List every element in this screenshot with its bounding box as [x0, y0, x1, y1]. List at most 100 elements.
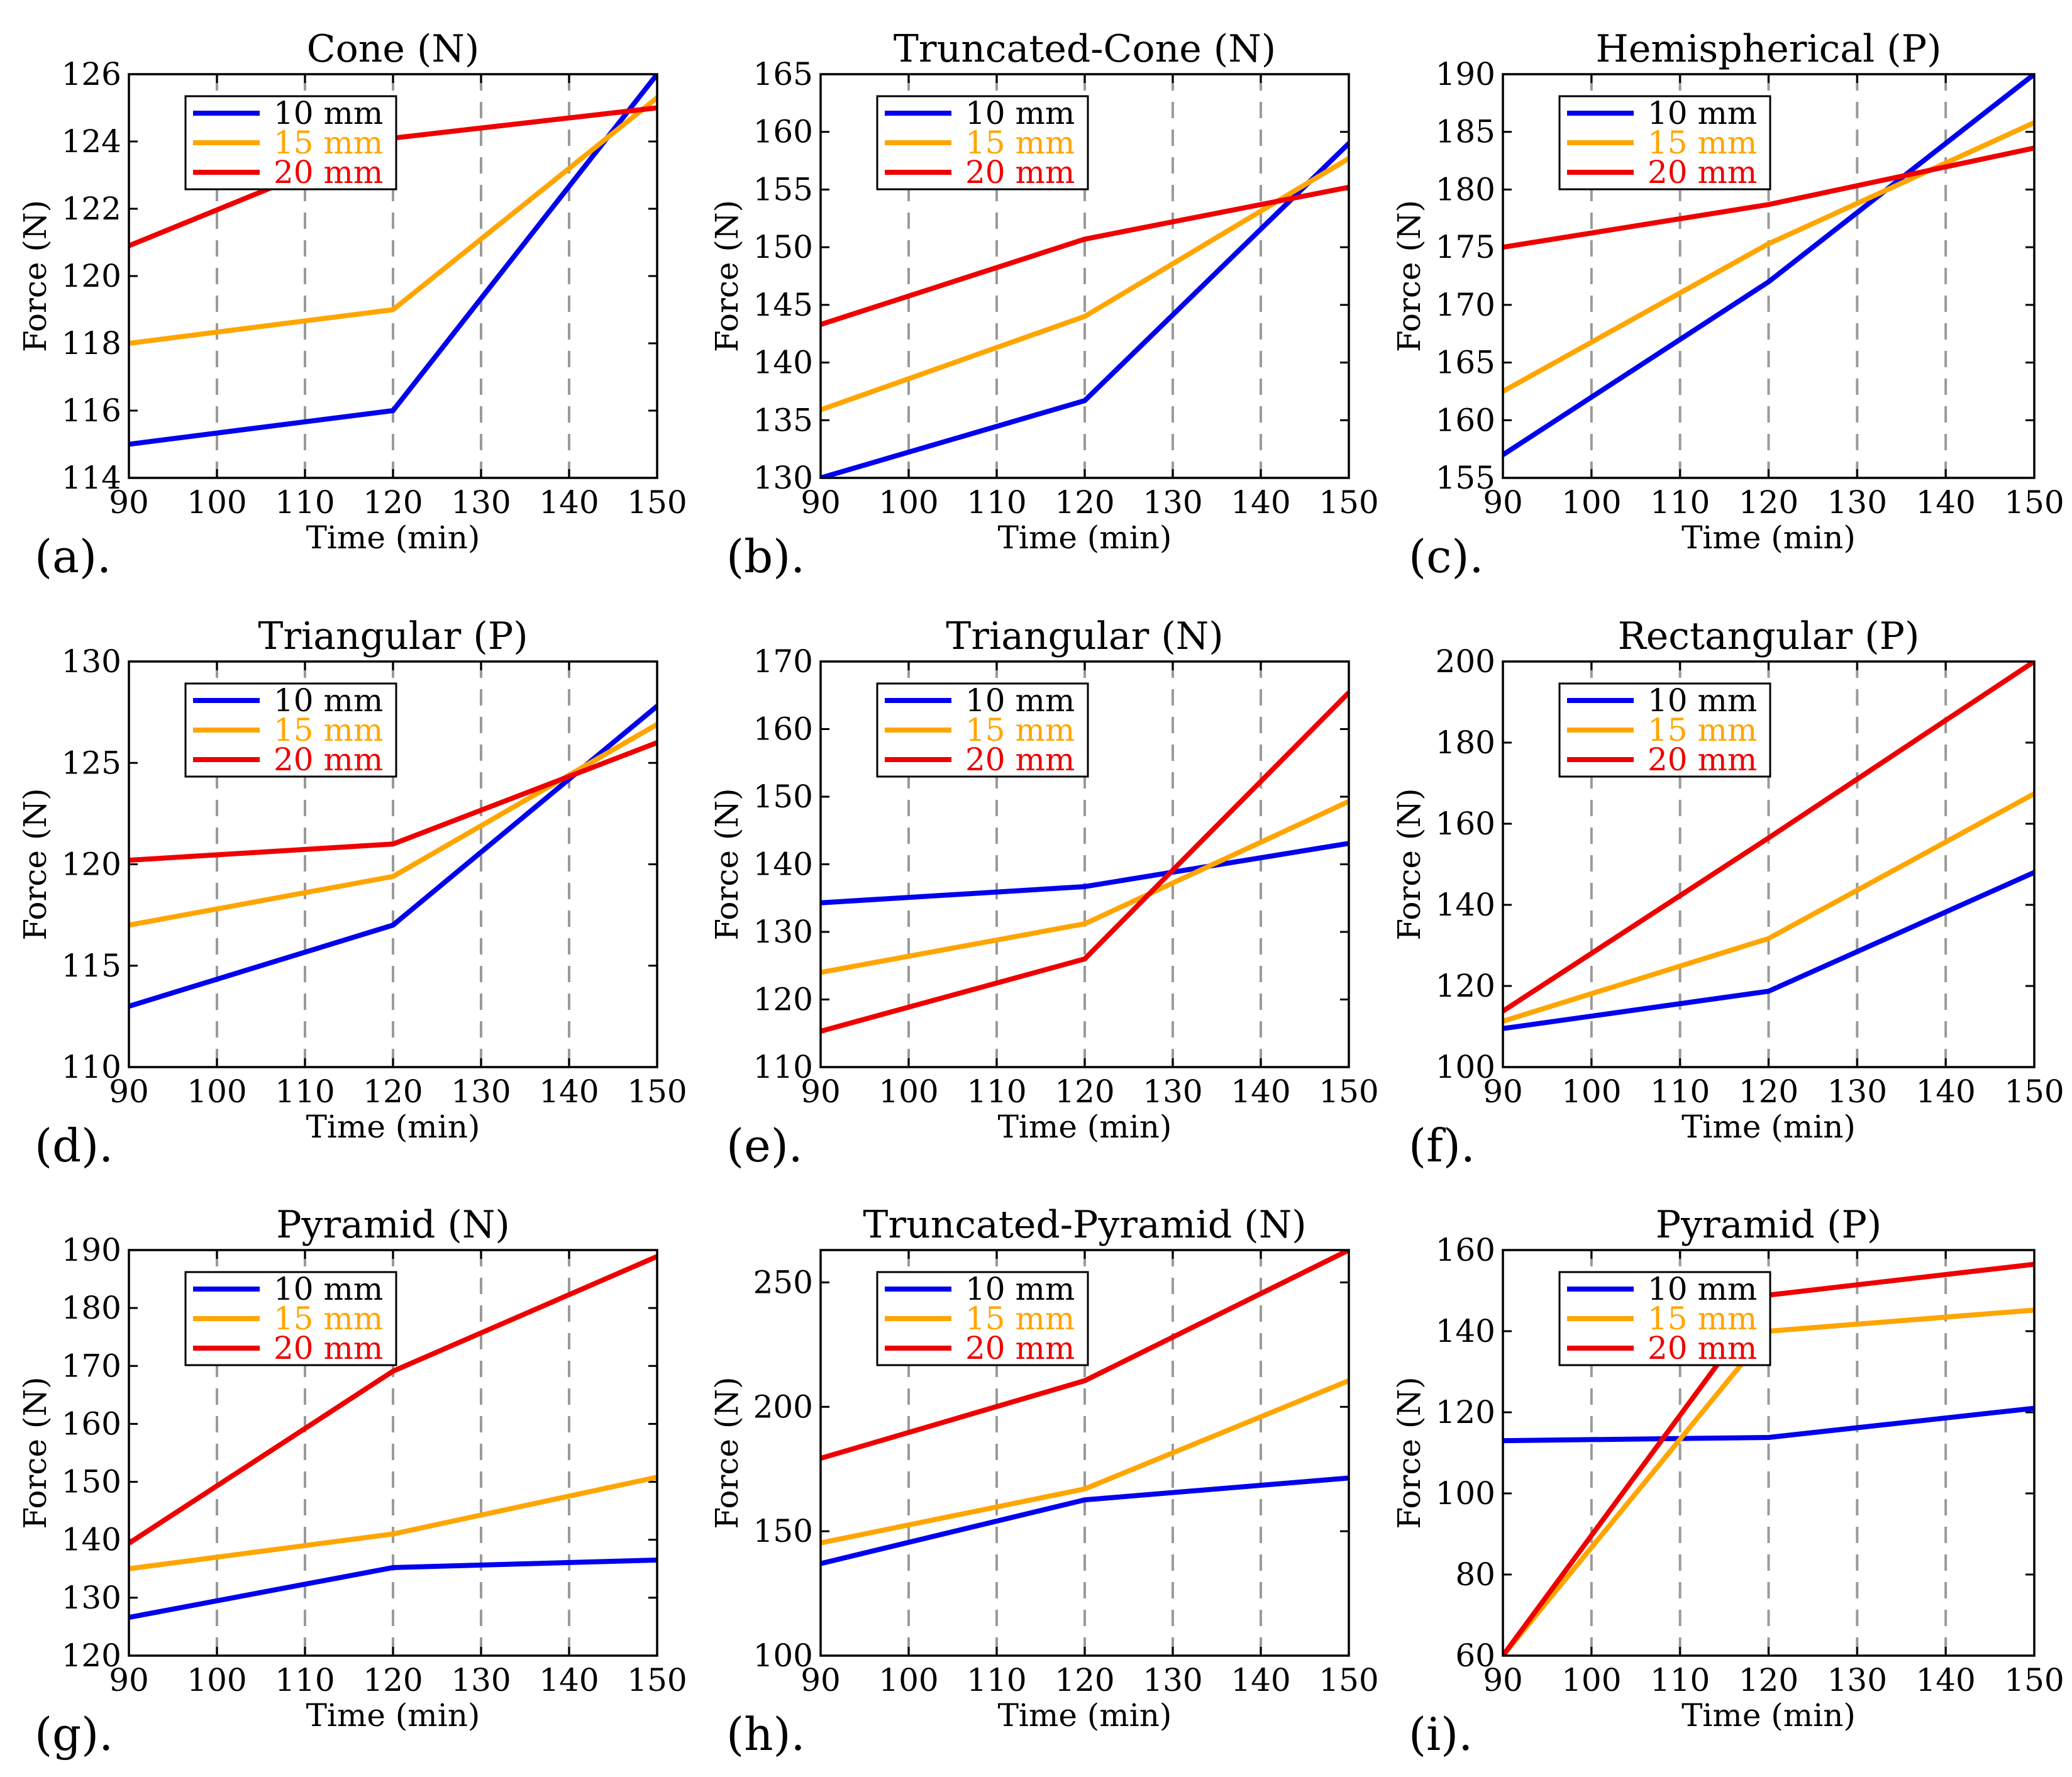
y-tick-label: 175 — [1436, 229, 1495, 265]
y-tick-label: 140 — [1436, 1313, 1495, 1349]
y-axis-label: Force (N) — [709, 1376, 745, 1529]
chart-panel-6: 90 100 110 120 130 140 150100120140160180200Re… — [1391, 614, 2064, 1172]
legend-entry: 10 mm — [1648, 682, 1757, 719]
plot-frame — [1502, 73, 2036, 479]
chart-panel-5: 90 100 110 120 130 140 150 110 120 130 140 150 160 17… — [709, 614, 1379, 1172]
series-line-10mm — [1503, 74, 2034, 458]
legend-entry: 10 mm — [965, 1271, 1075, 1307]
x-tick-label: 120 — [1055, 1662, 1114, 1698]
y-axis-label-group: Force (N) — [709, 200, 745, 352]
x-tick-label: 90 — [109, 484, 149, 521]
y-axis-label-group: Force (N) — [17, 1376, 53, 1529]
y-tick-label: 130 — [753, 914, 813, 950]
legend-entry: 20 mm — [965, 741, 1075, 778]
chart-panel-8: 90 100 110 120 130 140 150100150200250Truncate… — [709, 1203, 1379, 1761]
y-tick-label: 150 — [753, 229, 813, 265]
x-tick-label: 90 — [109, 1073, 149, 1110]
y-tick-label: 130 — [62, 643, 121, 680]
chart-title: Rectangular (P) — [1618, 614, 1920, 658]
x-tick-label: 140 — [539, 484, 599, 521]
legend-entry: 10 mm — [274, 95, 383, 131]
series-line-15mm — [1503, 120, 2034, 394]
legend-entry: 20 mm — [1648, 1330, 1757, 1366]
y-axis-label: Force (N) — [1391, 1376, 1427, 1529]
series-group — [821, 690, 1349, 1034]
series-line-10mm — [129, 703, 657, 1009]
y-axis-label-group: Force (N) — [1391, 1376, 1427, 1529]
x-tick-label: 110 — [967, 1073, 1026, 1110]
x-tick-label: 140 — [539, 1662, 599, 1698]
plot-frame — [1502, 660, 2036, 1068]
plot-frame — [819, 73, 1350, 479]
x-axis-label: Time (min) — [998, 1697, 1172, 1734]
panel-label: (d). — [35, 1119, 113, 1172]
x-tick-label: 150 — [2004, 484, 2064, 521]
y-tick-label: 122 — [62, 191, 121, 227]
series-line-20mm — [821, 184, 1349, 328]
y-tick-label: 185 — [1436, 114, 1495, 150]
x-tick-label: 110 — [275, 1662, 335, 1698]
y-tick-label: 160 — [1436, 805, 1495, 842]
y-tick-label: 120 — [753, 982, 813, 1018]
x-tick-label: 130 — [1827, 1662, 1887, 1698]
plot-frame — [128, 1249, 658, 1657]
series-line-10mm — [1503, 1405, 2034, 1444]
legend-entry: 20 mm — [1648, 154, 1757, 191]
x-tick-label: 150 — [1319, 1073, 1378, 1110]
x-tick-label: 150 — [627, 484, 687, 521]
x-tick-label: 130 — [1143, 1073, 1202, 1110]
x-tick-label: 140 — [1231, 1662, 1290, 1698]
x-tick-label: 140 — [1231, 484, 1290, 521]
legend-entry: 15 mm — [1648, 125, 1757, 161]
legend-entry: 10 mm — [965, 95, 1075, 131]
y-tick-label: 170 — [753, 643, 813, 680]
y-tick-label: 120 — [1436, 968, 1495, 1004]
y-axis-label: Force (N) — [709, 788, 745, 940]
y-tick-label: 116 — [62, 392, 121, 429]
y-axis-label-group: Force (N) — [1391, 788, 1427, 940]
x-tick-label: 120 — [363, 1662, 423, 1698]
legend-entry: 20 mm — [965, 1330, 1075, 1366]
y-tick-label: 118 — [62, 325, 121, 362]
x-axis-label: Time (min) — [306, 519, 480, 556]
x-tick-label: 90 — [1483, 1073, 1523, 1110]
y-tick-label: 200 — [753, 1388, 813, 1425]
y-tick-label: 100 — [1436, 1475, 1495, 1512]
y-tick-label: 160 — [753, 114, 813, 150]
y-axis-label-group: Force (N) — [17, 788, 53, 940]
panel-label: (i). — [1409, 1708, 1473, 1761]
y-tick-label: 80 — [1455, 1556, 1495, 1593]
y-tick-label: 160 — [1436, 402, 1495, 438]
chart-title: Pyramid (N) — [276, 1203, 510, 1247]
x-tick-label: 110 — [967, 1662, 1026, 1698]
plot-frame — [128, 660, 658, 1068]
x-tick-label: 110 — [1650, 1073, 1710, 1110]
series-line-10mm — [129, 1557, 657, 1620]
y-tick-label: 124 — [62, 123, 121, 160]
y-axis-label-group: Force (N) — [17, 200, 53, 352]
plot-frame — [819, 660, 1350, 1068]
x-tick-label: 100 — [878, 1073, 938, 1110]
x-axis-label: Time (min) — [1681, 519, 1856, 556]
x-tick-label: 100 — [187, 484, 247, 521]
x-tick-label: 150 — [2004, 1073, 2064, 1110]
x-tick-label: 140 — [1915, 484, 1975, 521]
x-tick-label: 110 — [1650, 484, 1710, 521]
series-line-10mm — [821, 141, 1349, 478]
y-axis-label-group: Force (N) — [709, 1376, 745, 1529]
x-tick-label: 110 — [275, 1073, 335, 1110]
x-tick-label: 120 — [1739, 484, 1798, 521]
legend-entry: 10 mm — [1648, 95, 1757, 131]
chart-title: Truncated-Pyramid (N) — [863, 1203, 1306, 1247]
x-tick-label: 140 — [539, 1073, 599, 1110]
chart-title: Cone (N) — [307, 27, 480, 71]
x-tick-label: 90 — [1483, 1662, 1523, 1698]
x-tick-label: 120 — [363, 484, 423, 521]
legend-entry: 15 mm — [1648, 712, 1757, 748]
chart-title: Triangular (P) — [258, 614, 528, 658]
x-axis-label: Time (min) — [306, 1697, 480, 1734]
y-tick-label: 110 — [62, 1049, 121, 1085]
x-tick-label: 100 — [878, 484, 938, 521]
